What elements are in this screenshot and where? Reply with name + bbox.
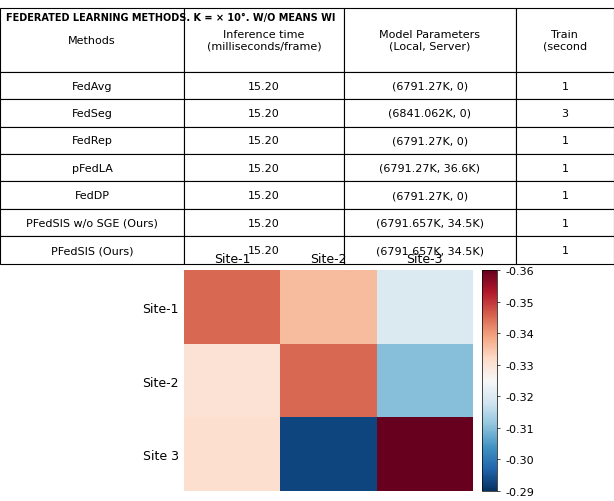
Text: FEDERATED LEARNING METHODS. K = × 10°. W/O MEANS WI: FEDERATED LEARNING METHODS. K = × 10°. W… (6, 13, 335, 23)
